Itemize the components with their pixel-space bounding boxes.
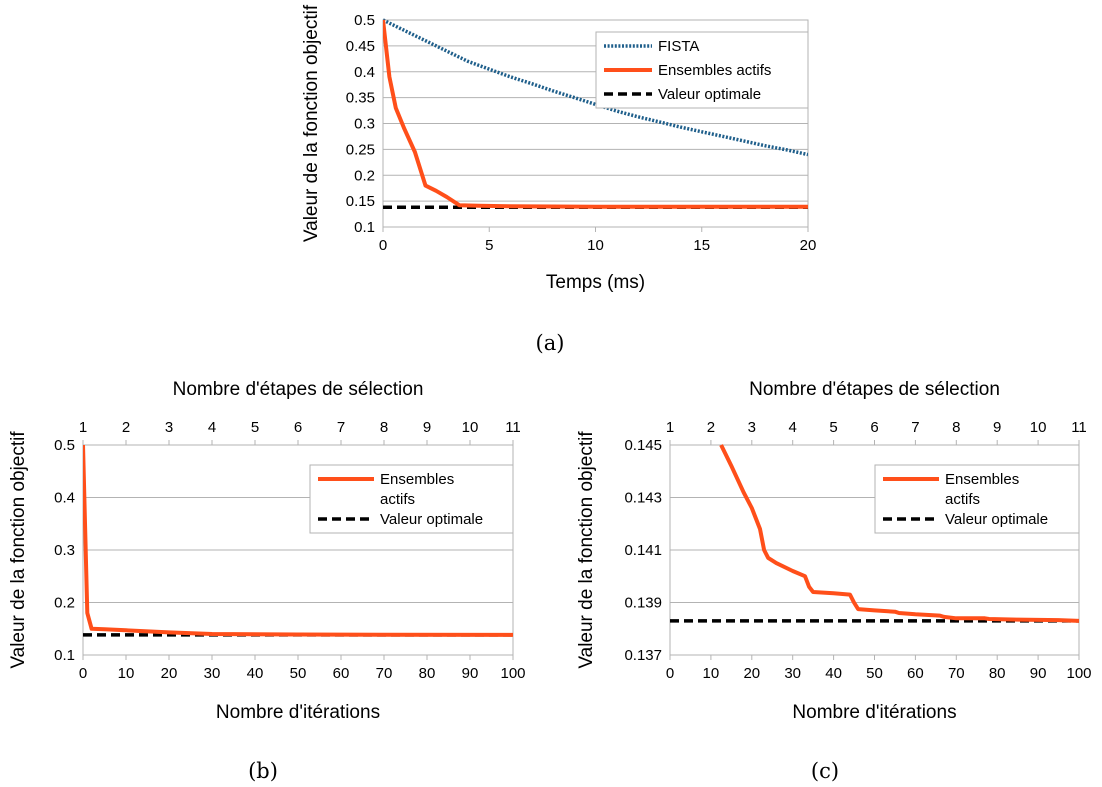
x-tick-label: 100 <box>1066 665 1091 682</box>
chart-title: Nombre d'étapes de sélection <box>173 379 424 400</box>
x-tick-label: 15 <box>693 237 710 254</box>
top-tick-label: 7 <box>337 419 345 436</box>
x-tick-label: 40 <box>825 665 842 682</box>
chart-a: 0.1 0.15 0.2 0.25 0.3 0.35 0.4 0.45 0.5 0 5 10 15 20 T… <box>301 4 816 355</box>
top-tick-label: 9 <box>993 419 1001 436</box>
x-tick-label: 90 <box>1030 665 1047 682</box>
x-tick-label: 50 <box>866 665 883 682</box>
y-tick-label: 0.143 <box>624 490 662 507</box>
y-tick-label: 0.35 <box>346 90 375 107</box>
top-tick-label: 11 <box>1071 419 1087 436</box>
top-tick-label: 1 <box>666 419 674 436</box>
top-tick-label: 4 <box>789 419 797 436</box>
x-tick-label: 60 <box>333 665 350 682</box>
chart-c: 0.137 0.139 0.141 0.143 0.145 0 10 20 30 40 50 60 70… <box>576 379 1092 783</box>
y-tick-label: 0.3 <box>354 116 375 133</box>
legend-label: Ensembles actifs <box>380 471 454 508</box>
x-tick-label: 10 <box>118 665 135 682</box>
legend-label: Valeur optimale <box>658 86 761 103</box>
x-tick-label: 80 <box>419 665 436 682</box>
top-tick-label: 10 <box>1030 419 1047 436</box>
x-tick-label: 100 <box>500 665 525 682</box>
legend: Ensembles actifs Valeur optimale <box>309 464 514 534</box>
top-tick-label: 3 <box>748 419 756 436</box>
y-tick-label: 0.3 <box>54 542 75 559</box>
x-tick-label: 60 <box>907 665 924 682</box>
y-tick-label: 0.2 <box>54 595 75 612</box>
x-tick-label: 0 <box>666 665 674 682</box>
x-axis-label: Nombre d'itérations <box>792 702 956 723</box>
x-tick-label: 50 <box>290 665 307 682</box>
legend-frame <box>874 464 1080 534</box>
x-axis-label: Temps (ms) <box>546 272 645 293</box>
y-tick-label: 0.2 <box>354 167 375 184</box>
x-tick-label: 5 <box>485 237 493 254</box>
y-tick-label: 0.139 <box>624 595 662 612</box>
top-tick-label: 8 <box>380 419 388 436</box>
x-tick-label: 30 <box>784 665 801 682</box>
x-tick-label: 70 <box>376 665 393 682</box>
top-tick-label: 2 <box>122 419 130 436</box>
x-tick-label: 10 <box>703 665 720 682</box>
y-tick-label: 0.15 <box>346 193 375 210</box>
top-tick-label: 10 <box>462 419 479 436</box>
legend-label: FISTA <box>658 38 699 55</box>
top-tick-label: 9 <box>423 419 431 436</box>
y-tick-label: 0.145 <box>624 437 662 454</box>
legend: Ensembles actifs Valeur optimale <box>874 464 1080 534</box>
y-tick-label: 0.25 <box>346 141 375 158</box>
series-line-ensembles-actifs <box>719 444 1079 623</box>
y-tick-label: 0.5 <box>354 12 375 29</box>
y-tick-label: 0.141 <box>624 542 662 559</box>
x-axis-label: Nombre d'itérations <box>216 702 380 723</box>
y-tick-label: 0.4 <box>54 490 75 507</box>
y-axis-label: Valeur de la fonction objectif <box>8 431 29 669</box>
subfigure-caption: (c) <box>811 759 839 783</box>
x-tick-label: 10 <box>587 237 604 254</box>
x-tick-label: 0 <box>79 665 87 682</box>
y-tick-label: 0.1 <box>54 647 75 664</box>
top-tick-label: 5 <box>829 419 837 436</box>
series-line-ensembles-actifs <box>83 444 513 637</box>
top-tick-label: 11 <box>505 419 521 436</box>
x-tick-label: 40 <box>247 665 264 682</box>
x-tick-label: 90 <box>462 665 479 682</box>
top-tick-label: 4 <box>208 419 216 436</box>
legend: FISTA Ensembles actifs Valeur optimale <box>595 31 809 109</box>
chart-title: Nombre d'étapes de sélection <box>749 379 1000 400</box>
top-tick-label: 3 <box>165 419 173 436</box>
top-tick-label: 8 <box>952 419 960 436</box>
x-tick-label: 80 <box>989 665 1006 682</box>
top-tick-label: 5 <box>251 419 259 436</box>
y-tick-label: 0.137 <box>624 647 662 664</box>
y-tick-label: 0.5 <box>54 437 75 454</box>
x-tick-label: 0 <box>379 237 387 254</box>
subfigure-caption: (b) <box>248 759 278 783</box>
top-tick-label: 7 <box>911 419 919 436</box>
x-tick-label: 70 <box>948 665 965 682</box>
x-tick-label: 20 <box>161 665 178 682</box>
legend-label: Valeur optimale <box>380 511 483 528</box>
x-tick-label: 30 <box>204 665 221 682</box>
top-tick-label: 6 <box>294 419 302 436</box>
legend-label: Valeur optimale <box>945 511 1048 528</box>
y-axis-label: Valeur de la fonction objectif <box>301 4 322 242</box>
subfigure-caption: (a) <box>536 331 565 355</box>
top-tick-label: 6 <box>870 419 878 436</box>
legend-label: Ensembles actifs <box>658 62 771 79</box>
series-line-ensembles-actifs <box>383 19 808 209</box>
x-tick-label: 20 <box>800 237 817 254</box>
legend-label: Ensembles actifs <box>945 471 1019 508</box>
y-axis-label: Valeur de la fonction objectif <box>576 431 597 669</box>
chart-b: 0.1 0.2 0.3 0.4 0.5 0 10 20 30 40 50 60 70 80 90 100 1 2 3… <box>8 379 526 783</box>
x-tick-label: 20 <box>743 665 760 682</box>
series-line-fista <box>383 18 808 157</box>
y-tick-label: 0.45 <box>346 38 375 55</box>
y-tick-label: 0.4 <box>354 64 375 81</box>
y-tick-label: 0.1 <box>354 219 375 236</box>
top-tick-label: 1 <box>79 419 87 436</box>
top-tick-label: 2 <box>707 419 715 436</box>
legend-frame <box>309 464 514 534</box>
